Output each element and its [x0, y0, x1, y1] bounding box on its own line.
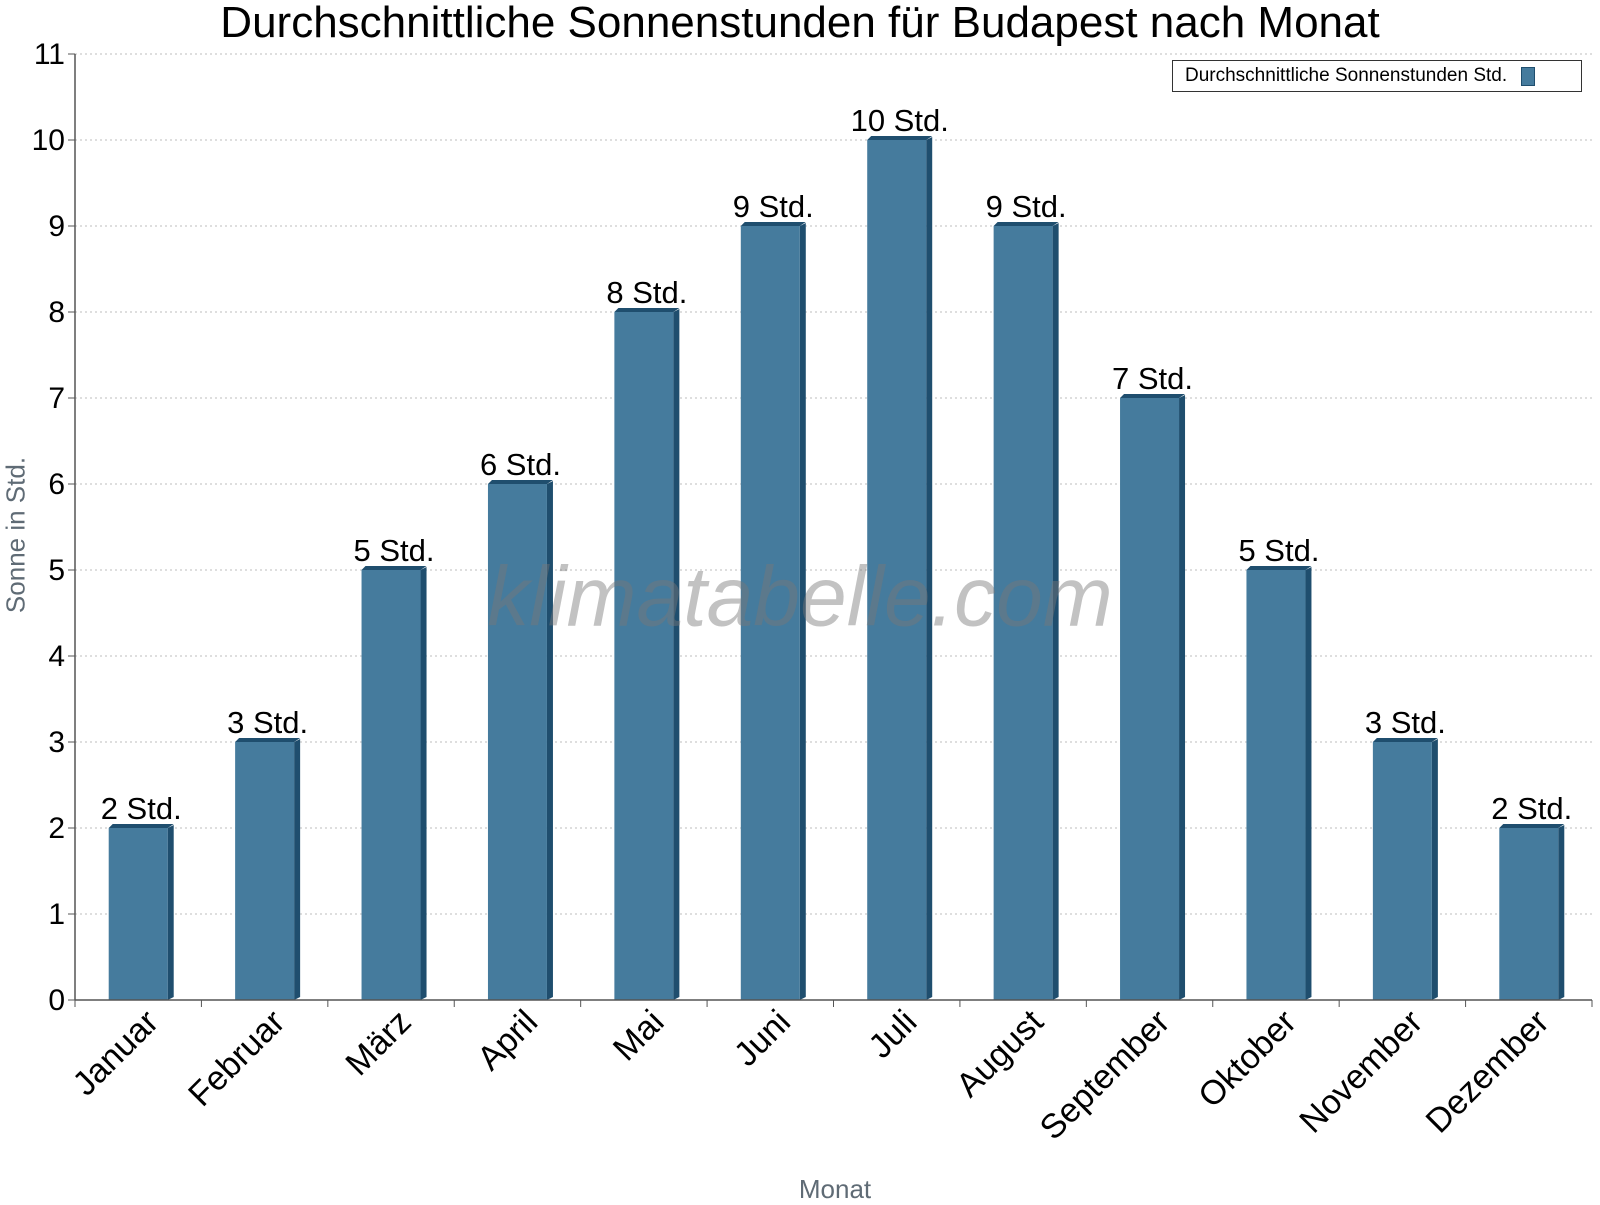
y-tick-label: 6: [48, 468, 65, 501]
x-tick-label: November: [1292, 1003, 1430, 1141]
y-tick-label: 10: [32, 124, 65, 157]
y-tick-label: 5: [48, 554, 65, 587]
bar-side: [1052, 223, 1059, 1000]
data-label: 9 Std.: [733, 189, 814, 224]
data-label: 9 Std.: [986, 189, 1067, 224]
bar-top: [614, 308, 680, 312]
x-tick-label: September: [1033, 1003, 1177, 1147]
x-tick-label: August: [949, 1002, 1051, 1104]
data-label: 2 Std.: [101, 791, 182, 826]
bar-top: [740, 222, 806, 226]
bar-side: [1431, 739, 1438, 1000]
x-axis-label: Monat: [798, 1174, 872, 1204]
bar-top: [1120, 394, 1186, 398]
x-tick-label: Januar: [65, 1003, 165, 1103]
data-label: 3 Std.: [1365, 705, 1446, 740]
bar-top: [108, 824, 174, 828]
y-axis-label: Sonne in Std.: [0, 456, 31, 614]
bar-side: [926, 137, 933, 1000]
legend-swatch: [1521, 66, 1536, 86]
bar-side: [1305, 567, 1312, 1000]
bar-side: [546, 481, 553, 1000]
bar-side: [294, 739, 301, 1000]
bar-side: [1558, 825, 1565, 1000]
bar-side: [673, 309, 680, 1000]
data-label: 7 Std.: [1112, 361, 1193, 396]
bar-side: [167, 825, 174, 1000]
data-label: 5 Std.: [354, 533, 435, 568]
bar: [993, 226, 1053, 1000]
data-label: 5 Std.: [1238, 533, 1319, 568]
bar: [867, 140, 927, 1000]
y-tick-label: 2: [48, 812, 65, 845]
y-tick-label: 4: [48, 640, 65, 673]
bar: [1120, 398, 1180, 1000]
x-tick-label: Februar: [181, 1003, 292, 1114]
y-tick-label: 7: [48, 382, 65, 415]
bar: [1246, 570, 1306, 1000]
bar-side: [1179, 395, 1186, 1000]
bar-top: [235, 738, 301, 742]
bar: [235, 742, 295, 1000]
x-tick-label: Oktober: [1191, 1003, 1303, 1115]
y-tick-label: 0: [48, 984, 65, 1017]
x-tick-label: März: [338, 1003, 418, 1083]
y-tick-label: 3: [48, 726, 65, 759]
bar: [740, 226, 800, 1000]
data-label: 8 Std.: [606, 275, 687, 310]
bar: [361, 570, 421, 1000]
x-tick-label: April: [470, 1003, 545, 1078]
grid-layer: [75, 53, 1592, 915]
bar-layer: [108, 136, 1565, 1000]
bar: [1499, 828, 1559, 1000]
axis-layer: [68, 53, 1593, 1007]
y-tick-label: 9: [48, 210, 65, 243]
bar-top: [1372, 738, 1438, 742]
bar-top: [487, 480, 553, 484]
data-label: 10 Std.: [851, 103, 949, 138]
data-label: 2 Std.: [1491, 791, 1572, 826]
bar-top: [1499, 824, 1565, 828]
data-label: 6 Std.: [480, 447, 561, 482]
bar-side: [420, 567, 427, 1000]
bar: [1372, 742, 1432, 1000]
bar-top: [1246, 566, 1312, 570]
y-tick-label: 11: [34, 38, 65, 71]
x-tick-label: Juli: [861, 1003, 924, 1066]
bar-side: [799, 223, 806, 1000]
legend: Durchschnittliche Sonnenstunden Std.: [1172, 60, 1582, 92]
chart-title: Durchschnittliche Sonnenstunden für Buda…: [220, 0, 1380, 47]
bar-top: [867, 136, 933, 140]
x-tick-label: Dezember: [1419, 1003, 1557, 1141]
bar-top: [361, 566, 427, 570]
bar-top: [993, 222, 1059, 226]
data-label: 3 Std.: [227, 705, 308, 740]
x-tick-label: Juni: [727, 1003, 798, 1074]
y-tick-label: 1: [48, 898, 65, 931]
y-tick-label: 8: [48, 296, 65, 329]
bar: [487, 484, 547, 1000]
legend-entry-label: Durchschnittliche Sonnenstunden Std.: [1185, 65, 1508, 86]
x-tick-label: Mai: [606, 1003, 672, 1069]
bar: [614, 312, 674, 1000]
bar: [108, 828, 168, 1000]
